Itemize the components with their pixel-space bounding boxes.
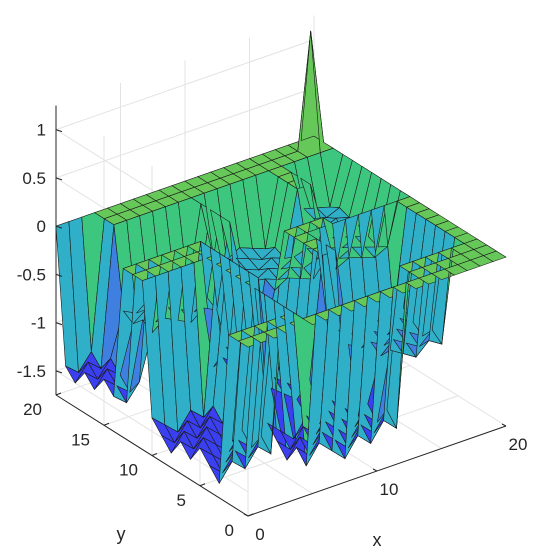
y-tick-label: 5	[177, 491, 186, 510]
y-tick-label: 20	[23, 400, 42, 419]
z-tick-mark	[55, 322, 63, 326]
y-tick-label: 10	[119, 461, 138, 480]
z-tick-mark	[55, 177, 63, 181]
z-tick-label: 0	[37, 217, 46, 236]
y-tick-mark	[199, 483, 206, 487]
y-tick-mark	[247, 513, 254, 517]
z-tick-label: 0.5	[22, 169, 46, 188]
y-tick-mark	[55, 392, 62, 396]
z-tick-label: 1	[37, 121, 46, 140]
surface-mesh	[55, 30, 507, 485]
y-tick-mark	[151, 453, 158, 456]
x-tick-mark	[243, 513, 249, 517]
x-tick-mark	[501, 423, 507, 427]
z-tick-mark	[55, 370, 63, 374]
z-tick-label: -0.5	[17, 265, 46, 284]
axis-box	[55, 105, 507, 517]
z-tick-mark	[55, 129, 63, 133]
surface-patch	[482, 250, 507, 262]
x-axis-label: x	[373, 530, 382, 550]
y-tick-label: 0	[225, 521, 234, 540]
tick-labels: 0 10 20 0 5 10 15 20 -1.5 -1 -0.5 0 0.5 1	[17, 121, 528, 544]
x-tick-label: 10	[380, 480, 399, 499]
x-tick-label: 0	[255, 525, 264, 544]
z-tick-label: -1.5	[17, 362, 46, 381]
x-tick-label: 20	[509, 435, 528, 454]
z-tick-mark	[55, 225, 63, 229]
y-axis-label: y	[117, 524, 126, 544]
y-tick-label: 15	[71, 430, 90, 449]
z-tick-label: -1	[31, 314, 46, 333]
z-tick-mark	[55, 273, 63, 277]
x-tick-mark	[372, 468, 378, 472]
y-tick-mark	[103, 422, 110, 426]
